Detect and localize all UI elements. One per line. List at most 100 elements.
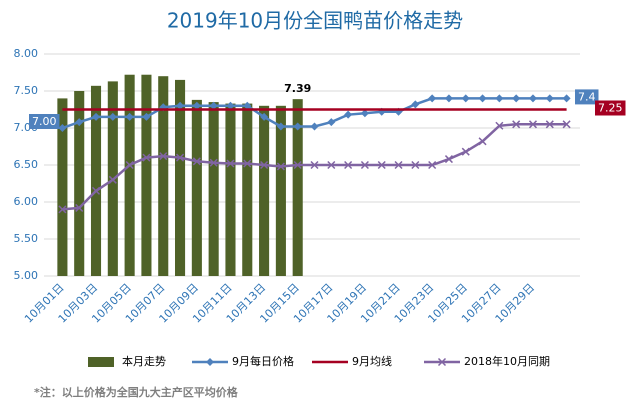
label-bg bbox=[575, 89, 599, 105]
legend-marker bbox=[437, 357, 447, 367]
marker bbox=[192, 101, 201, 110]
bar bbox=[292, 99, 303, 276]
bar bbox=[90, 85, 102, 276]
y-tick-label: 7.50 bbox=[14, 84, 39, 97]
marker bbox=[512, 94, 521, 103]
marker bbox=[125, 112, 134, 121]
marker bbox=[394, 160, 403, 170]
legend-swatch bbox=[88, 357, 114, 367]
marker bbox=[478, 94, 487, 103]
marker bbox=[528, 94, 537, 103]
marker bbox=[192, 157, 201, 166]
data-label: 7.00 bbox=[32, 115, 57, 128]
bar bbox=[175, 79, 186, 277]
label-bg bbox=[595, 100, 626, 116]
marker bbox=[209, 101, 218, 110]
marker bbox=[360, 160, 369, 170]
marker bbox=[444, 94, 453, 103]
bar bbox=[158, 76, 169, 276]
marker bbox=[411, 100, 420, 109]
bar bbox=[208, 102, 219, 276]
marker bbox=[142, 153, 151, 162]
marker bbox=[142, 112, 151, 121]
marker bbox=[276, 122, 285, 131]
marker bbox=[260, 112, 269, 121]
marker bbox=[428, 94, 437, 103]
marker bbox=[176, 101, 185, 110]
marker bbox=[478, 137, 487, 146]
marker bbox=[125, 160, 134, 170]
legend-label: 2018年10月同期 bbox=[464, 354, 550, 368]
y-tick-label: 5.50 bbox=[14, 232, 39, 245]
data-label: 7.39 bbox=[284, 82, 311, 95]
marker bbox=[108, 175, 117, 184]
bar bbox=[74, 91, 85, 276]
marker bbox=[243, 101, 252, 110]
marker bbox=[562, 120, 571, 129]
marker bbox=[159, 152, 168, 161]
marker bbox=[495, 94, 504, 103]
marker bbox=[293, 160, 302, 170]
marker bbox=[226, 101, 235, 110]
chart-title: 2019年10月份全国鸭苗价格走势 bbox=[167, 9, 463, 33]
marker bbox=[528, 120, 538, 129]
bar bbox=[259, 105, 270, 276]
data-label-box: 7.00 bbox=[29, 114, 60, 129]
y-tick-label: 6.50 bbox=[14, 158, 39, 171]
legend-label: 9月均线 bbox=[352, 354, 392, 368]
marker bbox=[512, 120, 521, 129]
marker bbox=[545, 120, 554, 129]
marker bbox=[260, 160, 269, 170]
legend-marker bbox=[206, 358, 214, 366]
marker bbox=[411, 160, 420, 170]
marker bbox=[562, 94, 571, 103]
bar bbox=[225, 103, 236, 276]
label-bg bbox=[29, 114, 60, 129]
data-label: 7.25 bbox=[598, 102, 623, 115]
marker bbox=[58, 205, 67, 214]
marker bbox=[276, 162, 285, 171]
marker bbox=[428, 160, 437, 170]
marker bbox=[176, 153, 185, 162]
line bbox=[62, 123, 567, 211]
marker bbox=[310, 160, 319, 170]
bar bbox=[275, 105, 286, 276]
data-label: 7.4 bbox=[578, 90, 596, 103]
marker bbox=[545, 94, 554, 103]
data-label-box: 7.4 bbox=[575, 89, 599, 105]
data-label-box: 7.25 bbox=[595, 100, 626, 116]
marker bbox=[92, 112, 101, 121]
marker bbox=[226, 159, 235, 168]
marker bbox=[344, 110, 353, 119]
marker bbox=[310, 122, 319, 131]
marker bbox=[209, 158, 218, 167]
marker bbox=[360, 109, 369, 118]
marker bbox=[243, 159, 252, 168]
marker bbox=[461, 147, 470, 156]
marker bbox=[327, 118, 336, 127]
marker bbox=[91, 186, 101, 195]
bar bbox=[124, 74, 135, 276]
marker bbox=[344, 160, 353, 170]
y-tick-label: 8.00 bbox=[14, 47, 39, 60]
legend-label: 本月走势 bbox=[122, 354, 166, 368]
marker bbox=[444, 155, 453, 164]
legend-label: 9月每日价格 bbox=[232, 354, 294, 368]
y-tick-label: 5.00 bbox=[14, 269, 39, 282]
marker bbox=[75, 118, 84, 127]
y-tick-label: 6.00 bbox=[14, 195, 39, 208]
bar bbox=[242, 103, 253, 276]
marker bbox=[327, 160, 336, 170]
bar bbox=[57, 98, 68, 277]
bar bbox=[191, 99, 202, 276]
marker bbox=[75, 203, 84, 212]
marker bbox=[377, 160, 386, 170]
footnote: *注：以上价格为全国九大主产区平均价格 bbox=[34, 385, 239, 399]
marker bbox=[58, 124, 67, 132]
bar bbox=[141, 74, 152, 276]
marker bbox=[293, 122, 302, 131]
marker bbox=[461, 94, 470, 103]
marker bbox=[495, 121, 504, 130]
marker bbox=[108, 112, 117, 121]
